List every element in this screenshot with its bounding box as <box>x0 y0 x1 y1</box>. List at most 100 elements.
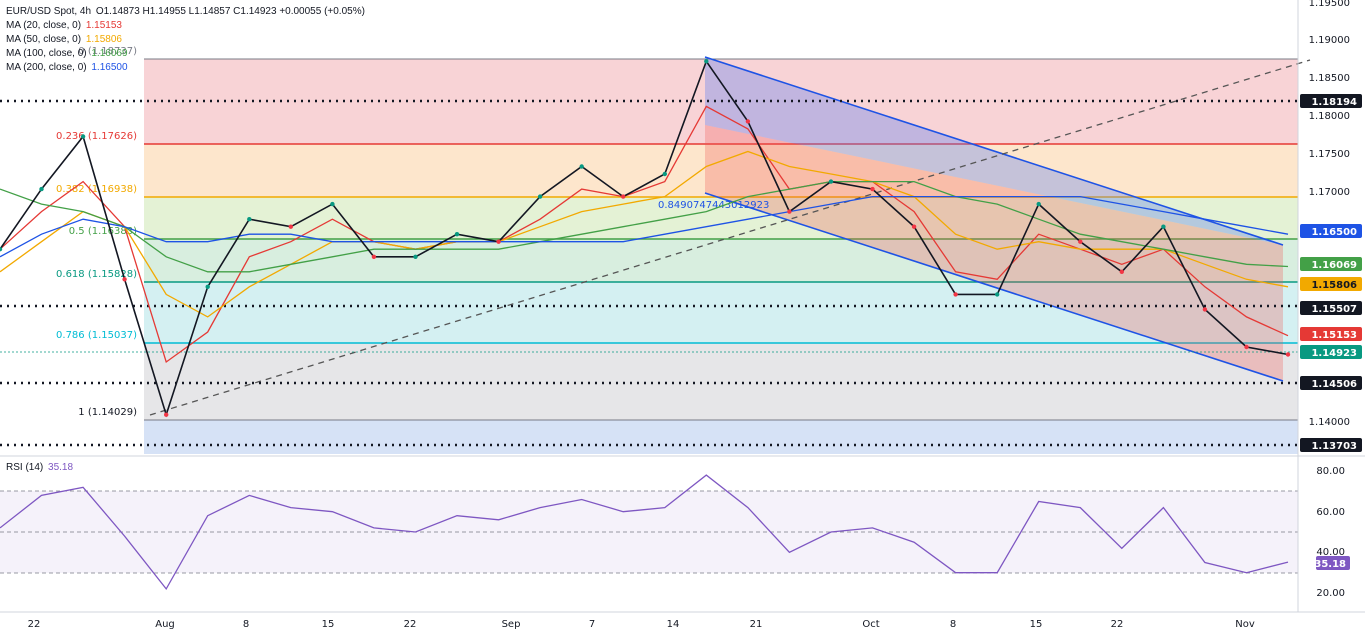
price-tag-label: 1.13703 <box>1311 441 1357 452</box>
series-line-ma-200-close-0- <box>0 195 1289 258</box>
time-axis: 22 Aug 8 15 22 Sep 7 14 21 Oct 8 15 22 N… <box>0 611 1365 630</box>
rsi-tick: 60.00 <box>1316 507 1345 518</box>
time-tick: Sep <box>502 619 521 630</box>
price-point <box>537 194 543 199</box>
price-tag-bg <box>1300 376 1362 390</box>
fib-label-0236: 0.236 (1.17626) <box>56 131 137 142</box>
price-tick: 1.18000 <box>1309 111 1350 122</box>
fib-label-0786: 0.786 (1.15037) <box>56 330 137 341</box>
fib-band-below-1 <box>144 420 1298 454</box>
rsi-series <box>0 474 1289 591</box>
price-tick: 1.17000 <box>1309 187 1350 198</box>
chart-legend: EUR/USD Spot, 4h O1.14873 H1.14955 L1.14… <box>6 5 365 75</box>
rsi-pane <box>0 455 1365 591</box>
indicator-label: MA (20, close, 0) <box>6 20 82 31</box>
price-tag-bg <box>1300 94 1362 108</box>
series-line-ma-100-close-0- <box>0 180 1289 273</box>
price-point <box>288 224 293 229</box>
price-point <box>911 224 917 229</box>
trendline <box>149 59 1311 416</box>
price-point <box>496 239 501 244</box>
time-tick: 8 <box>950 619 956 630</box>
price-point <box>80 134 86 139</box>
time-tick: 22 <box>404 619 417 630</box>
series-line-rsi-14- <box>0 474 1289 591</box>
series-line-ma-20-close-0- <box>0 105 1289 364</box>
price-tag-label: 1.18194 <box>1311 97 1357 108</box>
price-point <box>0 247 3 252</box>
time-tick: 7 <box>589 619 595 630</box>
descending-channel: 0.8490747443012923 <box>658 56 1284 382</box>
price-point <box>122 277 127 282</box>
price-tag-label: 1.15507 <box>1311 304 1357 315</box>
fib-label-0618: 0.618 (1.15828) <box>56 269 137 280</box>
price-axis: 1.19500 1.19000 1.18500 1.18000 1.17500 … <box>1297 0 1350 612</box>
time-tick: Nov <box>1235 619 1255 630</box>
indicator-value: 1.15806 <box>85 34 122 45</box>
price-tick: 1.19000 <box>1309 35 1350 46</box>
price-point <box>1244 344 1249 350</box>
channel-lower-fill <box>705 125 1283 381</box>
rsi-tick: 40.00 <box>1316 547 1345 558</box>
channel-lower-line <box>704 192 1284 382</box>
ohlc-values: O1.14873 H1.14955 L1.14857 C1.14923 +0.0… <box>95 6 365 17</box>
time-tick: Aug <box>155 619 175 630</box>
fibonacci-retracement: 0 (1.18737) 0.236 (1.17626) 0.382 (1.169… <box>56 46 1298 454</box>
price-point <box>1119 269 1125 274</box>
price-tag-bg <box>1300 257 1362 271</box>
price-point <box>164 412 169 417</box>
time-tick: 15 <box>322 619 335 630</box>
price-point <box>1202 307 1208 312</box>
price-point <box>621 194 626 199</box>
price-point <box>39 186 44 192</box>
price-point <box>330 201 335 207</box>
rsi-value: 35.18 <box>48 462 74 473</box>
price-tag-bg <box>1300 277 1362 291</box>
rsi-tag-bg <box>1316 556 1350 570</box>
indicator-ma200[interactable]: MA (200, close, 0) 1.16500 <box>6 61 365 75</box>
price-point <box>995 292 1000 297</box>
rsi-tag-label: 35.18 <box>1314 559 1346 570</box>
indicator-ma20[interactable]: MA (20, close, 0) 1.15153 <box>6 19 365 33</box>
fib-label-0382: 0.382 (1.16938) <box>56 184 137 195</box>
price-point <box>870 186 875 192</box>
price-point <box>1161 224 1166 229</box>
price-point <box>1078 239 1083 244</box>
price-tick: 1.18500 <box>1309 73 1350 84</box>
price-point <box>371 254 377 259</box>
indicator-label: MA (100, close, 0) <box>6 48 87 59</box>
indicator-value: 1.16500 <box>91 62 128 73</box>
indicator-ma50[interactable]: MA (50, close, 0) 1.15806 <box>6 33 365 47</box>
price-point <box>413 254 418 259</box>
price-tag-label: 1.15806 <box>1311 280 1357 291</box>
price-tag-label: 1.14923 <box>1311 348 1357 359</box>
time-tick: 22 <box>1111 619 1124 630</box>
time-tick: 8 <box>243 619 249 630</box>
price-tag-bg <box>1300 301 1362 315</box>
indicator-ma100[interactable]: MA (100, close, 0) 1.16069 <box>6 47 365 61</box>
price-series <box>0 59 1291 418</box>
price-point <box>828 179 834 184</box>
horizontal-levels <box>0 99 1298 447</box>
price-tag-label: 1.16500 <box>1311 227 1357 238</box>
price-axis-tags: 1.18194 1.16500 1.16069 1.15806 1.15507 1.151… <box>1300 94 1362 570</box>
symbol-header[interactable]: EUR/USD Spot, 4h O1.14873 H1.14955 L1.14… <box>6 5 365 19</box>
fib-band-0786-1 <box>144 343 1298 420</box>
fib-label-1: 1 (1.14029) <box>78 407 137 418</box>
price-point <box>205 284 210 289</box>
fib-band-0618-0786 <box>144 282 1298 343</box>
fib-label-05: 0.5 (1.16383) <box>69 226 137 237</box>
series-line-ma-50-close-0- <box>0 150 1289 318</box>
channel-ratio-label: 0.8490747443012923 <box>658 200 769 211</box>
rsi-legend[interactable]: RSI (14) 35.18 <box>6 461 73 475</box>
price-point <box>745 119 751 124</box>
price-point <box>1285 352 1291 357</box>
price-point <box>704 59 709 64</box>
rsi-tick: 80.00 <box>1316 466 1345 477</box>
price-point <box>953 292 958 297</box>
fib-label-0: 0 (1.18737) <box>78 46 137 57</box>
time-tick: 15 <box>1030 619 1043 630</box>
price-tick: 1.14000 <box>1309 417 1350 428</box>
price-tag-bg <box>1300 327 1362 341</box>
